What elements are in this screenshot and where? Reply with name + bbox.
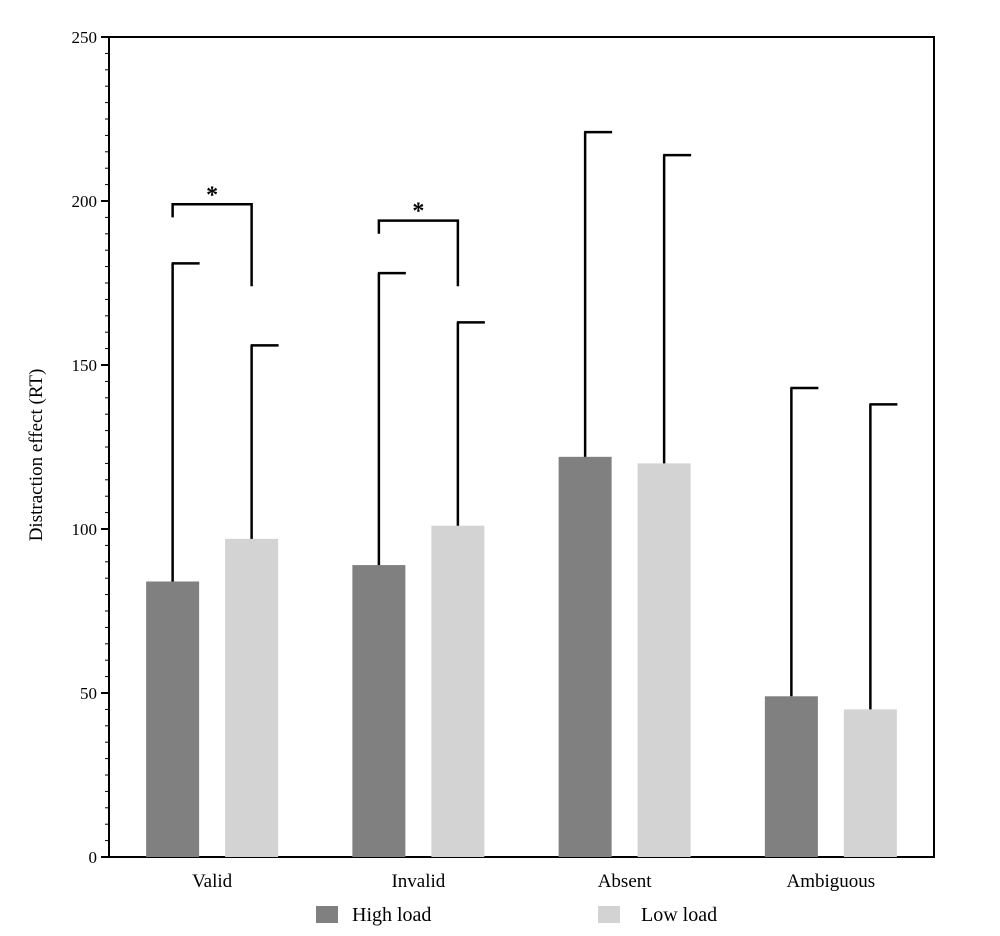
- y-axis-title: Distraction effect (RT): [26, 369, 47, 542]
- bar: [637, 463, 691, 857]
- bar: [352, 565, 406, 857]
- bar: [843, 709, 897, 857]
- y-axis: 0 50 100 150 200 250: [72, 28, 109, 867]
- significance-bracket: [171, 203, 253, 287]
- bar: [558, 456, 612, 857]
- y-tick-label: 100: [72, 520, 98, 539]
- legend-label: High load: [352, 904, 431, 926]
- x-tick-label: Ambiguous: [787, 871, 876, 892]
- legend-swatch: [316, 906, 338, 923]
- y-tick-label: 200: [72, 192, 98, 211]
- significance-markers: **: [171, 182, 460, 287]
- bar: [225, 538, 279, 857]
- y-tick-label: 250: [72, 28, 98, 47]
- bars: [146, 456, 897, 857]
- legend-label: Low load: [641, 904, 717, 926]
- bar: [146, 581, 200, 857]
- significance-bracket: [377, 219, 460, 287]
- bar: [764, 696, 818, 857]
- legend-swatch: [598, 906, 620, 923]
- y-tick-label: 0: [89, 848, 98, 867]
- y-tick-label: 50: [80, 684, 97, 703]
- legend: High load Low load: [316, 904, 717, 926]
- x-tick-label: Valid: [192, 871, 233, 892]
- x-axis: Valid Invalid Absent Ambiguous: [192, 871, 875, 892]
- x-tick-label: Absent: [598, 871, 653, 892]
- significance-star: *: [412, 199, 424, 225]
- x-tick-label: Invalid: [391, 871, 445, 892]
- y-tick-label: 150: [72, 356, 98, 375]
- significance-star: *: [206, 182, 218, 208]
- bar: [431, 525, 485, 857]
- error-bars: [171, 130, 898, 710]
